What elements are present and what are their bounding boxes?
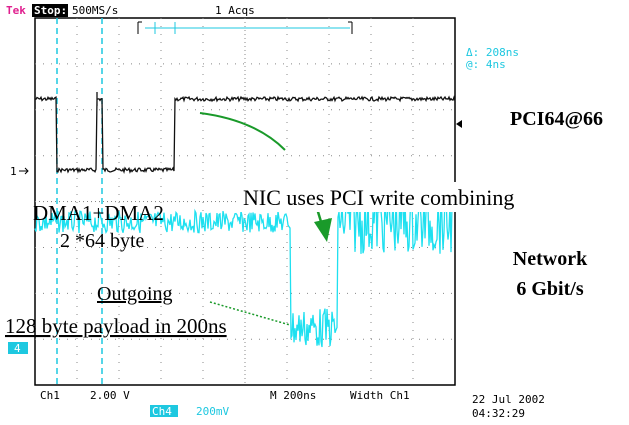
pci-label: PCI64@66 xyxy=(510,108,603,130)
state: Stop: xyxy=(34,4,67,17)
ch1-arrow xyxy=(19,168,28,174)
network-label: Network xyxy=(513,248,588,270)
network-rate-label: 6 Gbit/s xyxy=(516,278,583,300)
outgoing-label: Outgoing xyxy=(97,283,173,305)
sample-rate: 500MS/s xyxy=(72,4,118,17)
nic-label: NIC uses PCI write combining xyxy=(243,185,514,210)
ch1-marker: 1 xyxy=(10,165,17,178)
footer-ch4: Ch4 xyxy=(152,405,172,418)
scope-screenshot: Tek Stop: 500MS/s 1 Acqs Δ: 208ns @: 4ns… xyxy=(0,0,629,425)
brand: Tek xyxy=(6,4,26,17)
footer-ch1: Ch1 xyxy=(40,389,60,402)
footer-ch1-scale: 2.00 V xyxy=(90,389,130,402)
acquisitions: 1 Acqs xyxy=(215,4,255,17)
dma-size-label: 2 *64 byte xyxy=(60,230,145,252)
footer-timebase: M 200ns xyxy=(270,389,316,402)
footer-date: 22 Jul 2002 xyxy=(472,393,545,406)
scope-view: Tek Stop: 500MS/s 1 Acqs Δ: 208ns @: 4ns… xyxy=(0,0,629,425)
payload-label: 128 byte payload in 200ns xyxy=(5,314,227,338)
dma-label: DMA1+DMA2 xyxy=(33,201,164,225)
footer-trigger: Width Ch1 xyxy=(350,389,410,402)
footer-time: 04:32:29 xyxy=(472,407,525,420)
trigger-arrow xyxy=(456,120,462,128)
footer-ch4-scale: 200mV xyxy=(196,405,229,418)
cursor-at: @: 4ns xyxy=(466,58,506,71)
ch4-marker: 4 xyxy=(14,342,21,355)
